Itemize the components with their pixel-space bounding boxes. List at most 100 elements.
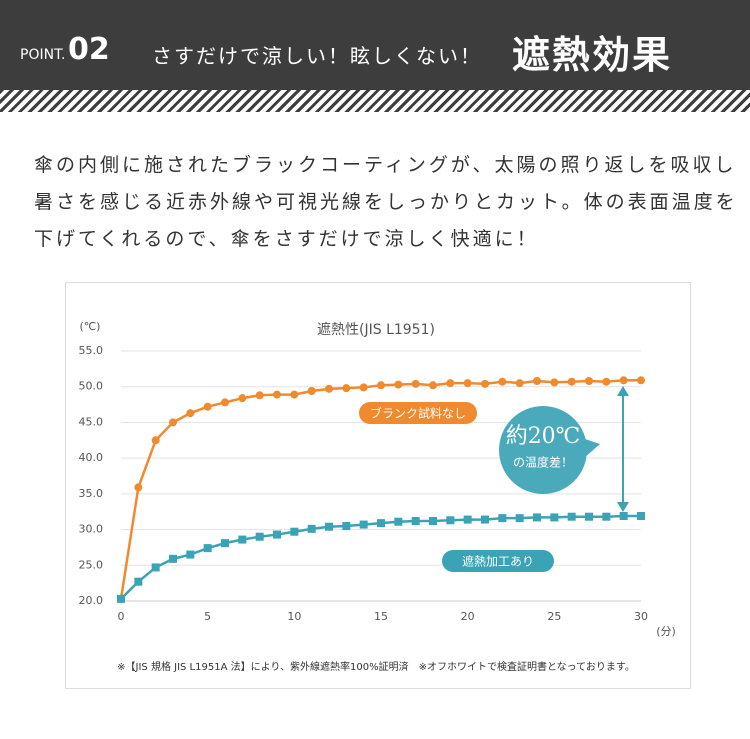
x-tick-label: 15: [374, 610, 388, 623]
marker: [203, 402, 212, 411]
arrow-head: [617, 502, 629, 512]
marker: [585, 377, 593, 385]
marker: [394, 380, 403, 389]
y-tick-label: 25.0: [79, 558, 104, 571]
marker: [151, 563, 160, 572]
marker: [169, 418, 177, 427]
y-label: (℃): [80, 320, 101, 333]
legend-label: 遮熱加工あり: [462, 554, 534, 569]
marker: [169, 554, 177, 563]
marker: [498, 514, 507, 523]
marker: [117, 594, 125, 603]
marker: [481, 515, 489, 524]
y-tick-label: 45.0: [79, 415, 104, 428]
marker: [533, 377, 541, 385]
description: 傘の内側に施されたブラックコーティングが、太陽の照り返しを吸収し: [34, 154, 737, 176]
marker: [134, 483, 143, 492]
legend-pill: [442, 550, 554, 572]
marker: [290, 390, 299, 399]
marker: [325, 522, 333, 531]
marker: [515, 379, 524, 388]
x-label: (分): [656, 625, 676, 638]
marker: [619, 512, 628, 520]
marker: [325, 384, 333, 393]
y-tick-label: 40.0: [79, 451, 104, 464]
marker: [446, 516, 455, 525]
marker: [411, 379, 420, 388]
y-tick-label: 30.0: [79, 523, 104, 536]
callout-text: の温度差！: [513, 455, 573, 470]
marker: [550, 513, 559, 522]
marker: [307, 524, 316, 533]
marker: [307, 387, 316, 395]
marker: [446, 379, 455, 388]
y-tick-label: 20.0: [79, 594, 104, 607]
marker: [134, 577, 143, 586]
y-tick-label: 50.0: [79, 380, 104, 393]
marker: [238, 394, 247, 403]
marker: [377, 381, 385, 390]
marker: [429, 517, 437, 525]
marker: [637, 376, 645, 385]
marker: [186, 550, 195, 559]
marker: [463, 379, 472, 388]
marker: [411, 517, 420, 525]
marker: [221, 398, 229, 407]
callout-tail: [582, 438, 600, 458]
header-title-bold: 遮熱効果: [512, 33, 673, 77]
marker: [550, 378, 559, 387]
marker: [567, 377, 576, 386]
callout-bubble: [499, 406, 587, 494]
marker: [342, 384, 351, 393]
point-number: 02: [68, 32, 110, 67]
marker: [290, 527, 299, 536]
marker: [602, 377, 611, 386]
legend-pill: [359, 402, 477, 424]
marker: [481, 379, 489, 388]
x-tick-label: 0: [118, 610, 125, 623]
stripe: [0, 90, 750, 112]
marker: [273, 390, 281, 399]
marker: [377, 519, 385, 528]
marker: [255, 391, 264, 400]
marker: [619, 376, 628, 385]
header-title: さすだけで涼しい！眩しくない！: [152, 44, 482, 68]
footnote: ※【JIS 規格 JIS L1951A 法】により、紫外線遮熱率100%証明済 …: [117, 660, 635, 673]
marker: [515, 514, 524, 523]
marker: [273, 530, 281, 539]
x-tick-label: 20: [461, 610, 475, 623]
chart-title: 遮熱性(JIS L1951): [317, 322, 435, 338]
marker: [221, 539, 229, 548]
marker: [637, 512, 645, 520]
x-tick-label: 5: [204, 610, 211, 623]
marker: [342, 522, 351, 530]
marker: [394, 517, 403, 526]
arrow-head: [617, 386, 629, 396]
marker: [498, 377, 507, 386]
callout-text: 約20℃: [506, 424, 581, 449]
marker: [203, 544, 212, 553]
marker: [359, 383, 368, 392]
marker: [567, 512, 576, 521]
description: 暑さを感じる近赤外線や可視光線をしっかりとカット。体の表面温度を: [34, 191, 738, 213]
chart-box: [65, 282, 691, 689]
marker: [255, 532, 264, 541]
marker: [585, 512, 593, 521]
point-label: POINT.: [20, 47, 66, 63]
series-line: [120, 514, 641, 600]
marker: [429, 381, 437, 390]
y-tick-label: 55.0: [79, 344, 104, 357]
marker: [463, 515, 472, 524]
marker: [186, 409, 195, 418]
header: POINT. 02 さすだけで涼しい！眩しくない！ 遮熱効果: [0, 0, 750, 90]
marker: [238, 535, 247, 544]
legend-label: ブランク試料なし: [370, 406, 466, 421]
marker: [359, 520, 368, 529]
description: 下げてくれるので、傘をさすだけで涼しく快適に！: [34, 228, 539, 250]
marker: [602, 512, 611, 521]
marker: [151, 436, 160, 445]
marker: [533, 513, 541, 522]
y-tick-label: 35.0: [79, 487, 104, 500]
